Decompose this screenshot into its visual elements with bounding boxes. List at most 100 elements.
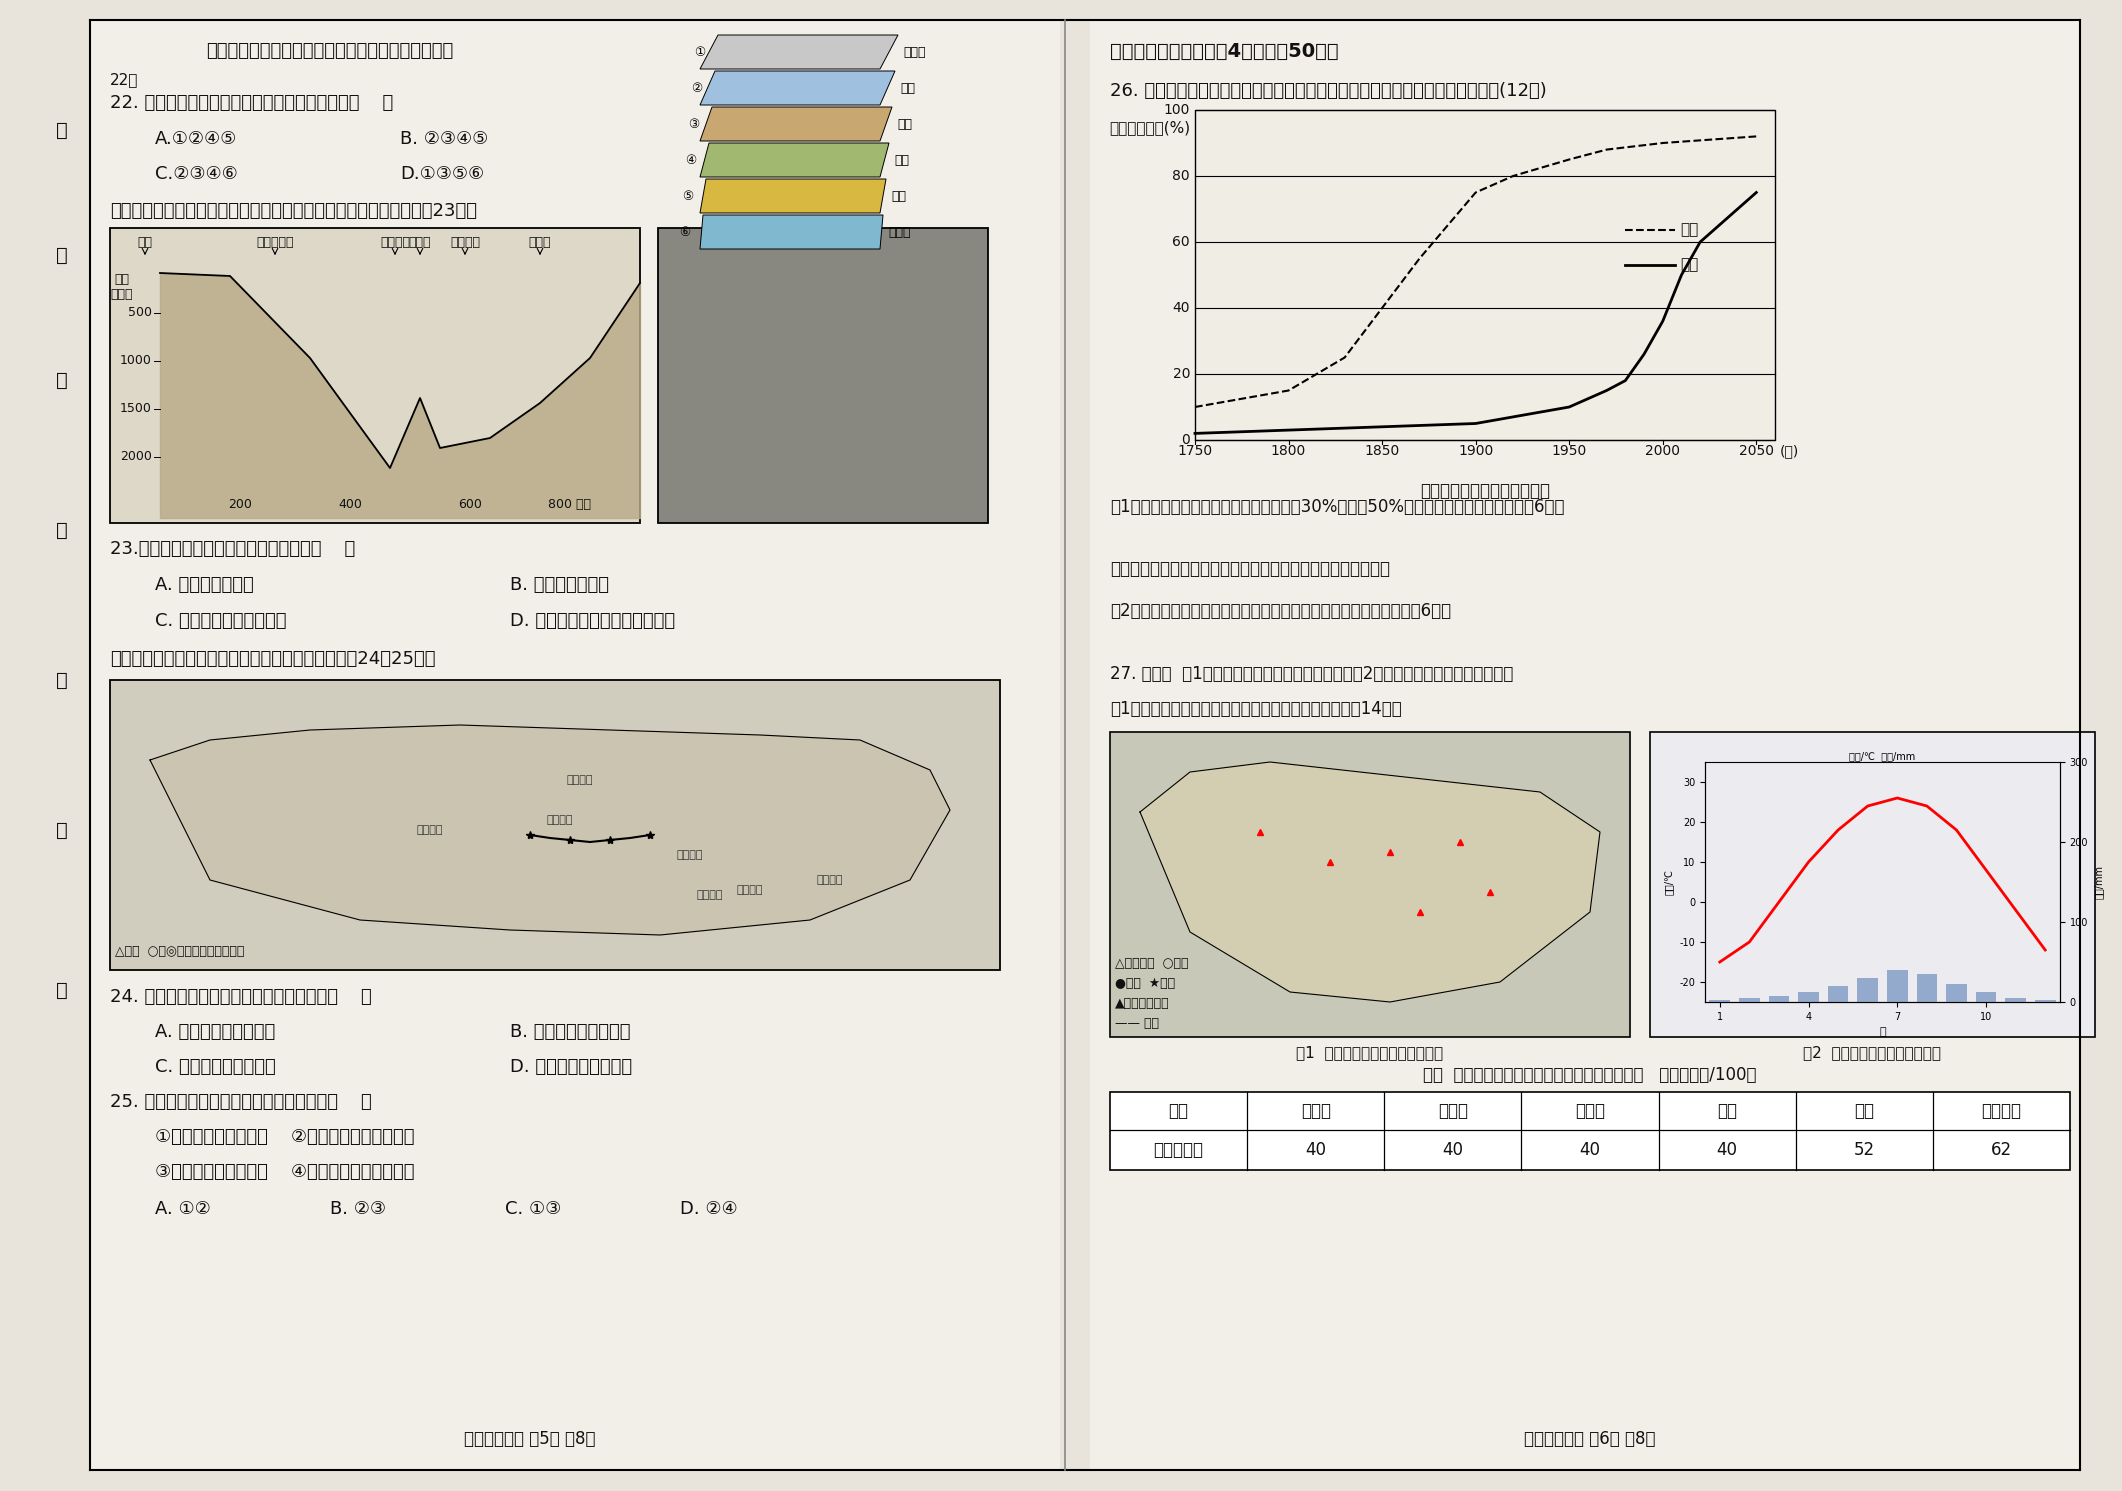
Text: ⑤: ⑤ — [683, 191, 694, 203]
Circle shape — [811, 428, 823, 441]
Circle shape — [671, 361, 681, 371]
Circle shape — [770, 334, 775, 338]
Text: 40: 40 — [1717, 1141, 1738, 1159]
Text: C. ①③: C. ①③ — [505, 1200, 560, 1218]
Text: 表一  世界主要番茄生产国（地区）原料品质情况   单位：毫克/100克: 表一 世界主要番茄生产国（地区）原料品质情况 单位：毫克/100克 — [1424, 1066, 1757, 1084]
Circle shape — [724, 355, 732, 362]
Circle shape — [940, 330, 949, 338]
Text: ①农业以栽培果树为主    ②实行规模化的棉花种植: ①农业以栽培果树为主 ②实行规模化的棉花种植 — [155, 1129, 414, 1147]
Circle shape — [811, 234, 819, 242]
Bar — [1886, 971, 1908, 1002]
Circle shape — [923, 265, 938, 279]
Text: 东海大陆架: 东海大陆架 — [257, 236, 293, 249]
Polygon shape — [700, 107, 891, 142]
Text: 62: 62 — [1990, 1141, 2012, 1159]
Bar — [1740, 997, 1759, 1002]
Text: 0: 0 — [1182, 432, 1190, 447]
Circle shape — [694, 482, 700, 488]
Text: A. 东部人口老龄化减轻: A. 东部人口老龄化减轻 — [155, 1023, 276, 1041]
Text: B. ②③: B. ②③ — [331, 1200, 386, 1218]
Circle shape — [851, 444, 864, 456]
Text: 居民点: 居民点 — [904, 46, 925, 60]
Circle shape — [798, 373, 802, 377]
Text: 600: 600 — [458, 498, 482, 511]
Circle shape — [834, 356, 840, 362]
Text: 葡萄牙: 葡萄牙 — [1575, 1102, 1604, 1120]
Text: 高一地理试题 第5页 共8页: 高一地理试题 第5页 共8页 — [465, 1430, 596, 1448]
Circle shape — [885, 353, 895, 365]
Text: 40: 40 — [1173, 301, 1190, 315]
Circle shape — [868, 455, 879, 465]
Bar — [1797, 993, 1819, 1002]
Text: 2000: 2000 — [1645, 444, 1681, 458]
Circle shape — [690, 450, 700, 464]
Circle shape — [906, 407, 919, 419]
Circle shape — [717, 386, 721, 391]
Circle shape — [870, 249, 876, 255]
Text: 水系: 水系 — [900, 82, 915, 95]
Text: 美国: 美国 — [1717, 1102, 1738, 1120]
Text: 60: 60 — [1171, 236, 1190, 249]
Text: C. 中部商品农业水平高: C. 中部商品农业水平高 — [155, 1059, 276, 1077]
Circle shape — [825, 303, 830, 307]
Text: 27. 材料一  图1是新疆番茄主要种植基地分布图；图2为番茄种植区昌吉的气候资料；: 27. 材料一 图1是新疆番茄主要种植基地分布图；图2为番茄种植区昌吉的气候资料… — [1110, 665, 1513, 683]
Circle shape — [775, 471, 783, 479]
Bar — [1916, 974, 1937, 1002]
Circle shape — [792, 273, 798, 279]
Circle shape — [753, 370, 760, 376]
Circle shape — [792, 382, 804, 397]
Circle shape — [828, 425, 834, 432]
Circle shape — [688, 485, 694, 491]
Polygon shape — [700, 179, 887, 213]
Circle shape — [828, 458, 836, 467]
Y-axis label: 水量/mm: 水量/mm — [2094, 865, 2103, 899]
Circle shape — [912, 343, 923, 355]
X-axis label: 月: 月 — [1880, 1027, 1886, 1038]
Circle shape — [721, 338, 732, 350]
Text: 1900: 1900 — [1458, 444, 1494, 458]
Circle shape — [904, 262, 917, 274]
Text: 稿: 稿 — [55, 981, 68, 999]
Text: 图1  新疆番茄主要种植基地分布图: 图1 新疆番茄主要种植基地分布图 — [1297, 1045, 1443, 1060]
Circle shape — [934, 461, 946, 476]
Circle shape — [730, 309, 736, 316]
Bar — [1827, 986, 1848, 1002]
Text: 田纳西州: 田纳西州 — [677, 850, 702, 860]
Text: 表1为世界主要番茄酱生产国（地区）原料品质情况。（14分）: 表1为世界主要番茄酱生产国（地区）原料品质情况。（14分） — [1110, 699, 1403, 719]
Circle shape — [821, 429, 832, 440]
Circle shape — [806, 447, 817, 461]
Circle shape — [698, 346, 702, 350]
Text: 80: 80 — [1171, 168, 1190, 183]
Text: ③: ③ — [688, 118, 700, 131]
Circle shape — [730, 403, 734, 409]
Circle shape — [940, 328, 955, 341]
Circle shape — [713, 497, 721, 505]
Bar — [1651, 732, 2094, 1038]
Circle shape — [794, 292, 800, 298]
Text: 中国: 中国 — [1681, 258, 1698, 273]
Bar — [1946, 984, 1967, 1002]
Circle shape — [721, 414, 728, 420]
Text: 中、英两国城市化进程示意图: 中、英两国城市化进程示意图 — [1420, 482, 1549, 499]
Text: 二、综合题（本大题共4小题，共50分）: 二、综合题（本大题共4小题，共50分） — [1110, 42, 1339, 61]
Text: 2000: 2000 — [121, 450, 153, 464]
Circle shape — [949, 444, 961, 459]
Text: 土壤: 土壤 — [898, 118, 912, 131]
Circle shape — [921, 243, 925, 248]
Circle shape — [929, 414, 940, 426]
Text: ①: ① — [694, 46, 707, 60]
Circle shape — [868, 452, 874, 458]
Circle shape — [951, 265, 959, 276]
Circle shape — [938, 338, 942, 343]
Circle shape — [751, 332, 760, 341]
Circle shape — [719, 335, 724, 340]
Text: 1950: 1950 — [1551, 444, 1587, 458]
Circle shape — [855, 486, 862, 492]
Circle shape — [845, 298, 849, 303]
Text: 右图为某地区地理信息系统数据库示意图。读图回答: 右图为某地区地理信息系统数据库示意图。读图回答 — [206, 42, 454, 60]
Text: 英国: 英国 — [1681, 222, 1698, 237]
Text: 密苏里州: 密苏里州 — [547, 816, 573, 825]
Circle shape — [949, 476, 957, 483]
Circle shape — [775, 482, 783, 491]
Text: 琉球群岛: 琉球群岛 — [450, 236, 480, 249]
